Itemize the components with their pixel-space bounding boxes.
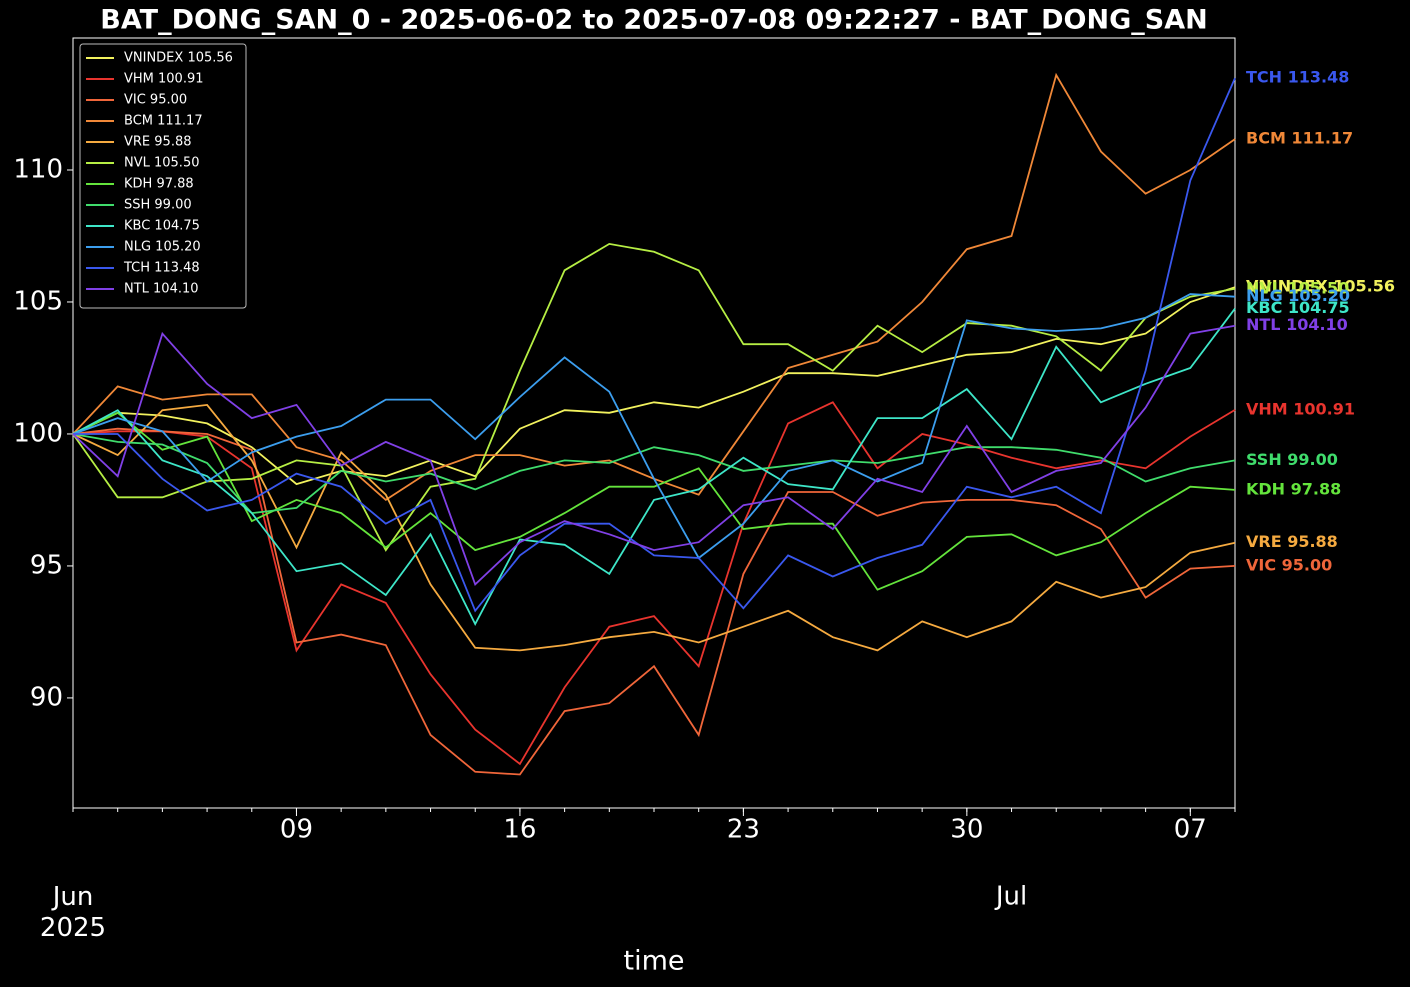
y-tick-label: 100 xyxy=(13,418,63,448)
end-label: VHM 100.91 xyxy=(1246,399,1355,418)
legend-label: VNINDEX 105.56 xyxy=(124,51,233,66)
series-line xyxy=(72,433,1236,515)
series-line xyxy=(72,308,1236,626)
legend-label: KDH 97.88 xyxy=(124,177,194,192)
x-tick-label-secondary: Jun 2025 xyxy=(40,882,106,943)
y-tick-label: 95 xyxy=(30,550,63,580)
legend-label: VIC 95.00 xyxy=(124,93,187,108)
end-label: KBC 104.75 xyxy=(1246,298,1350,317)
end-label: VRE 95.88 xyxy=(1246,532,1338,551)
end-label: NVL 105.50 xyxy=(1246,278,1349,297)
legend-label: BCM 111.17 xyxy=(124,114,203,129)
series-line xyxy=(72,324,1236,586)
legend-label: VHM 100.91 xyxy=(124,72,204,87)
end-label: VIC 95.00 xyxy=(1246,555,1332,574)
end-label: TCH 113.48 xyxy=(1246,68,1349,87)
series-line xyxy=(73,77,1236,613)
end-label: BCM 111.17 xyxy=(1246,129,1353,148)
y-tick-label: 90 xyxy=(30,682,63,712)
x-tick-label: 30 xyxy=(950,815,983,845)
legend-label: SSH 99.00 xyxy=(124,198,192,213)
legend-box xyxy=(79,43,247,309)
legend-label: NTL 104.10 xyxy=(124,282,199,297)
end-label: NTL 104.10 xyxy=(1246,315,1348,334)
end-label: VNINDEX 105.56 xyxy=(1246,277,1395,296)
x-axis-label: time xyxy=(623,946,684,977)
legend-label: KBC 104.75 xyxy=(124,219,200,234)
end-label: SSH 99.00 xyxy=(1246,450,1338,469)
x-tick-label-secondary: Jul xyxy=(994,882,1027,912)
end-label: KDH 97.88 xyxy=(1246,479,1341,498)
series-line xyxy=(72,403,1236,652)
x-tick-label: 23 xyxy=(727,815,760,845)
legend-label: NVL 105.50 xyxy=(124,156,199,171)
chart-title: BAT_DONG_SAN_0 - 2025-06-02 to 2025-07-0… xyxy=(100,5,1207,36)
series-line xyxy=(72,411,1236,591)
y-tick-label: 110 xyxy=(13,154,63,184)
legend-label: TCH 113.48 xyxy=(123,261,200,276)
series-line xyxy=(72,286,1236,486)
series-line xyxy=(72,242,1236,552)
legend-label: VRE 95.88 xyxy=(124,135,192,150)
x-tick-label: 09 xyxy=(280,815,313,845)
x-tick-label: 07 xyxy=(1174,815,1207,845)
series-line xyxy=(72,401,1236,766)
end-label: NLG 105.20 xyxy=(1246,286,1350,305)
series-line xyxy=(72,293,1236,560)
x-tick-label: 16 xyxy=(503,815,536,845)
y-tick-label: 105 xyxy=(13,286,63,316)
legend-label: NLG 105.20 xyxy=(124,240,201,255)
